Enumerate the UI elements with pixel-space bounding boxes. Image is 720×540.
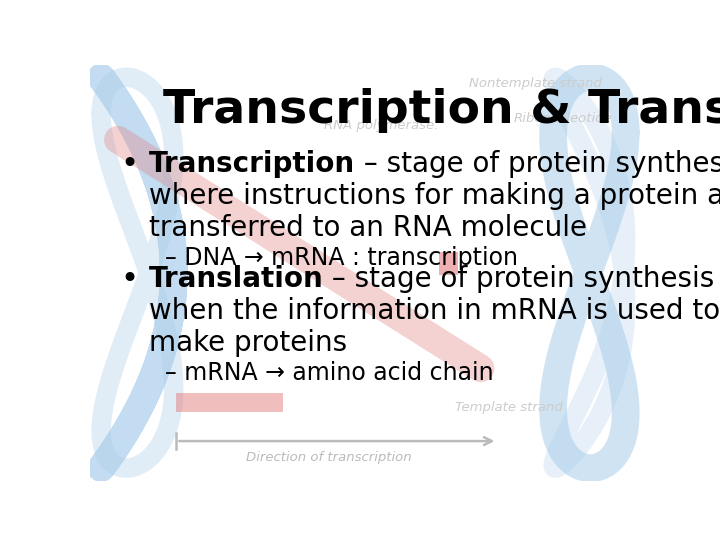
Text: Transcription: Transcription <box>148 150 355 178</box>
Text: •: • <box>121 150 139 179</box>
Text: Template strand: Template strand <box>456 401 563 414</box>
Text: make proteins: make proteins <box>148 329 347 357</box>
Text: Translation: Translation <box>148 265 323 293</box>
Text: – mRNA → amino acid chain: – mRNA → amino acid chain <box>166 361 494 386</box>
Text: when the information in mRNA is used to: when the information in mRNA is used to <box>148 298 720 325</box>
Text: transferred to an RNA molecule: transferred to an RNA molecule <box>148 214 587 242</box>
Text: Transcription & Translation: Transcription & Translation <box>163 87 720 133</box>
Text: – stage of protein synthesis: – stage of protein synthesis <box>323 265 714 293</box>
Text: where instructions for making a protein are: where instructions for making a protein … <box>148 182 720 210</box>
Bar <box>176 393 282 412</box>
Bar <box>438 252 459 275</box>
Text: Ribonucleotide: Ribonucleotide <box>514 112 613 125</box>
Text: – DNA → mRNA : transcription: – DNA → mRNA : transcription <box>166 246 518 270</box>
Text: Direction of transcription: Direction of transcription <box>246 451 412 464</box>
Text: Nontemplate strand: Nontemplate strand <box>469 77 603 90</box>
Text: RNA polymerase.: RNA polymerase. <box>324 119 438 132</box>
Text: – stage of protein synthesis: – stage of protein synthesis <box>355 150 720 178</box>
Text: •: • <box>121 265 139 294</box>
